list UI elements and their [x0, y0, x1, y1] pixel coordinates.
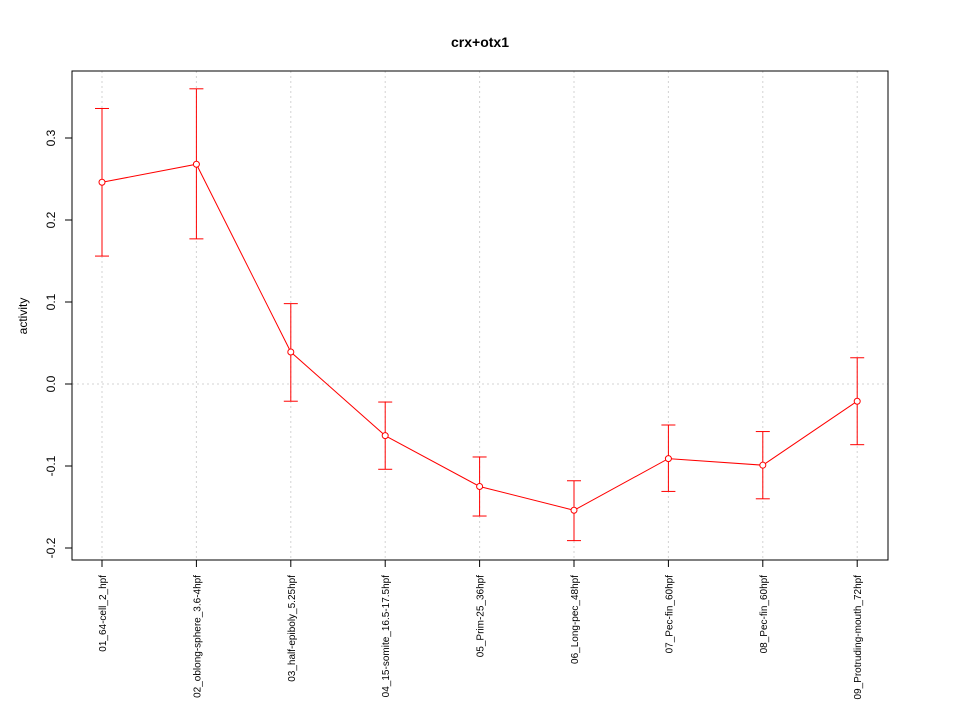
data-point	[664, 455, 672, 463]
data-point	[570, 506, 578, 514]
x-tick-label: 02_oblong-sphere_3.6-4hpf	[192, 575, 203, 698]
x-tick-label: 04_15-somite_16.5-17.5hpf	[381, 575, 392, 698]
y-tick-label: -0.2	[44, 537, 58, 558]
y-axis-label: activity	[16, 298, 30, 335]
data-point	[287, 348, 295, 356]
data-point	[192, 160, 200, 168]
y-tick-label: 0.1	[44, 293, 58, 310]
x-tick-label: 08_Pec-fin_60hpf	[759, 575, 770, 654]
point-layer	[98, 160, 861, 514]
y-tick-label: 0.3	[44, 129, 58, 146]
y-tick-label: 0.0	[44, 375, 58, 392]
data-point	[759, 461, 767, 469]
x-tick-label: 09_Protruding-mouth_72hpf	[853, 575, 864, 700]
y-tick-label: -0.1	[44, 455, 58, 476]
data-point	[853, 397, 861, 405]
chart-title: crx+otx1	[451, 34, 509, 50]
x-tick-label: 03_half-epiboly_5.25hpf	[287, 575, 298, 682]
y-tick-label: 0.2	[44, 211, 58, 228]
data-point	[98, 178, 106, 186]
x-tick-label: 05_Prim-25_36hpf	[476, 575, 487, 657]
axis-layer: -0.2 -0.1 0.0 0.1 0.2 0.3 01_64-cell_2_hpf 02_o…	[44, 129, 864, 699]
data-point	[381, 432, 389, 440]
x-tick-label: 07_Pec-fin_60hpf	[664, 575, 675, 654]
x-tick-label: 01_64-cell_2_hpf	[98, 575, 109, 652]
x-tick-label: 06_Long-pec_48hpf	[570, 575, 581, 664]
data-point	[476, 483, 484, 490]
